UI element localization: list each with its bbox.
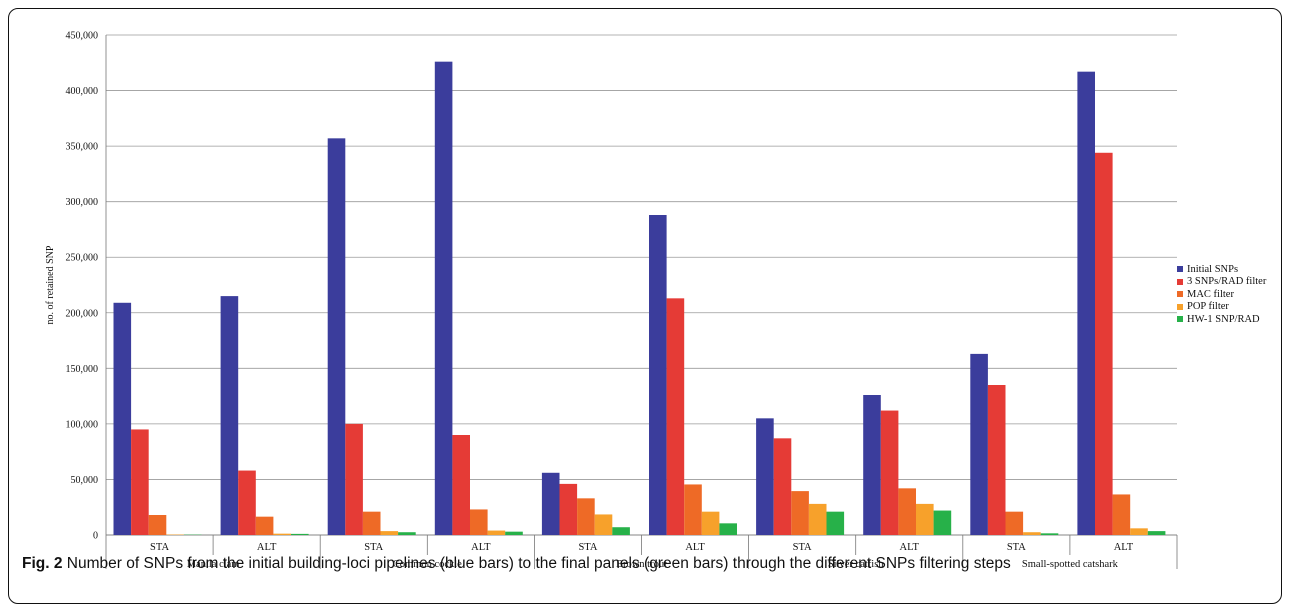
caption-text: Number of SNPs from the initial building… bbox=[66, 555, 1011, 572]
bar bbox=[933, 510, 952, 535]
bar bbox=[1095, 152, 1113, 535]
bar-chart: 0 50,000 100,000 150,000 200,000 250,000 300,0… bbox=[45, 31, 1178, 569]
bar bbox=[398, 532, 416, 535]
group-label: Manila clam bbox=[187, 559, 240, 569]
group-label: Common cockle bbox=[393, 559, 462, 569]
bar bbox=[148, 515, 167, 535]
legend-label: 3 SNPs/RAD filter bbox=[1187, 276, 1267, 288]
bar bbox=[1112, 494, 1131, 535]
legend-item: Initial SNPs bbox=[1177, 263, 1266, 276]
legend: Initial SNPs 3 SNPs/RAD filter MAC filter P… bbox=[1177, 263, 1266, 326]
bar bbox=[1040, 533, 1059, 535]
bar bbox=[594, 514, 613, 535]
figure-frame: 0 50,000 100,000 150,000 200,000 250,000 300,0… bbox=[8, 8, 1282, 604]
bar bbox=[1077, 71, 1095, 535]
x-tick-label: STA bbox=[1007, 542, 1026, 553]
bar bbox=[773, 438, 792, 535]
x-tick-label: ALT bbox=[257, 542, 277, 553]
bar bbox=[452, 435, 470, 535]
bar bbox=[327, 138, 346, 536]
bar bbox=[291, 533, 309, 535]
figure-caption: Fig. 2 Number of SNPs from the initial b… bbox=[22, 555, 1272, 573]
legend-item: 3 SNPs/RAD filter bbox=[1177, 276, 1266, 289]
caption-label: Fig. 2 bbox=[22, 555, 63, 572]
bar bbox=[701, 511, 720, 535]
legend-swatch bbox=[1177, 291, 1183, 298]
bar bbox=[131, 429, 149, 535]
y-tick-label: 300,000 bbox=[66, 197, 99, 208]
bar bbox=[898, 488, 916, 535]
bar bbox=[362, 511, 381, 535]
x-tick-label: ALT bbox=[900, 542, 920, 553]
bar bbox=[434, 61, 453, 536]
x-tick-label: ALT bbox=[1114, 542, 1134, 553]
bar bbox=[916, 503, 934, 535]
group-label: Small-spotted catshark bbox=[1022, 559, 1119, 569]
legend-label: POP filter bbox=[1187, 301, 1229, 313]
x-tick-label: STA bbox=[364, 542, 383, 553]
legend-swatch bbox=[1177, 303, 1183, 310]
bar bbox=[987, 385, 1006, 535]
bar bbox=[808, 503, 827, 535]
bar bbox=[970, 353, 988, 535]
bar bbox=[255, 516, 274, 535]
legend-label: MAC filter bbox=[1187, 288, 1234, 300]
bar bbox=[470, 509, 488, 535]
bar bbox=[238, 470, 256, 535]
y-tick-label: 400,000 bbox=[66, 86, 99, 97]
bar bbox=[756, 418, 774, 535]
y-tick-label: 350,000 bbox=[66, 142, 99, 153]
x-tick-label: ALT bbox=[471, 542, 491, 553]
bar bbox=[1130, 528, 1148, 535]
legend-label: HW-1 SNP/RAD bbox=[1187, 313, 1260, 325]
bar bbox=[1005, 511, 1024, 535]
bar bbox=[113, 302, 132, 535]
group-label: Silver catfish bbox=[828, 559, 884, 569]
legend-label: Initial SNPs bbox=[1187, 263, 1239, 275]
bar bbox=[1023, 532, 1041, 535]
x-tick-label: ALT bbox=[685, 542, 705, 553]
bar bbox=[380, 531, 399, 535]
group-label: Brown trout bbox=[616, 559, 667, 569]
legend-swatch bbox=[1177, 266, 1183, 273]
bar bbox=[505, 531, 523, 535]
y-axis-label: no. of retained SNP bbox=[45, 245, 56, 324]
bar bbox=[863, 395, 881, 535]
legend-item: MAC filter bbox=[1177, 288, 1266, 301]
bar bbox=[612, 527, 630, 535]
bar bbox=[826, 511, 845, 535]
legend-item: HW-1 SNP/RAD bbox=[1177, 313, 1266, 326]
x-tick-label: STA bbox=[578, 542, 597, 553]
bar bbox=[666, 298, 685, 535]
bar bbox=[880, 410, 899, 535]
bar bbox=[220, 296, 239, 535]
y-tick-label: 100,000 bbox=[66, 419, 99, 430]
legend-swatch bbox=[1177, 316, 1183, 323]
bar bbox=[1147, 531, 1166, 535]
x-tick-label: STA bbox=[793, 542, 812, 553]
legend-swatch bbox=[1177, 278, 1183, 285]
bar bbox=[719, 523, 737, 535]
bar bbox=[559, 483, 578, 535]
bar bbox=[273, 533, 291, 535]
y-tick-label: 0 bbox=[93, 531, 98, 542]
y-tick-label: 250,000 bbox=[66, 253, 99, 264]
bar bbox=[684, 484, 702, 535]
y-tick-label: 50,000 bbox=[71, 475, 99, 486]
x-tick-label: STA bbox=[150, 542, 169, 553]
y-tick-label: 200,000 bbox=[66, 308, 99, 319]
y-tick-label: 150,000 bbox=[66, 364, 99, 375]
bar bbox=[487, 530, 506, 535]
bar bbox=[541, 472, 560, 535]
bar bbox=[649, 215, 667, 535]
bar bbox=[791, 491, 809, 535]
bar bbox=[345, 423, 363, 535]
y-tick-label: 450,000 bbox=[66, 31, 99, 42]
legend-item: POP filter bbox=[1177, 301, 1266, 314]
bar bbox=[577, 498, 595, 535]
